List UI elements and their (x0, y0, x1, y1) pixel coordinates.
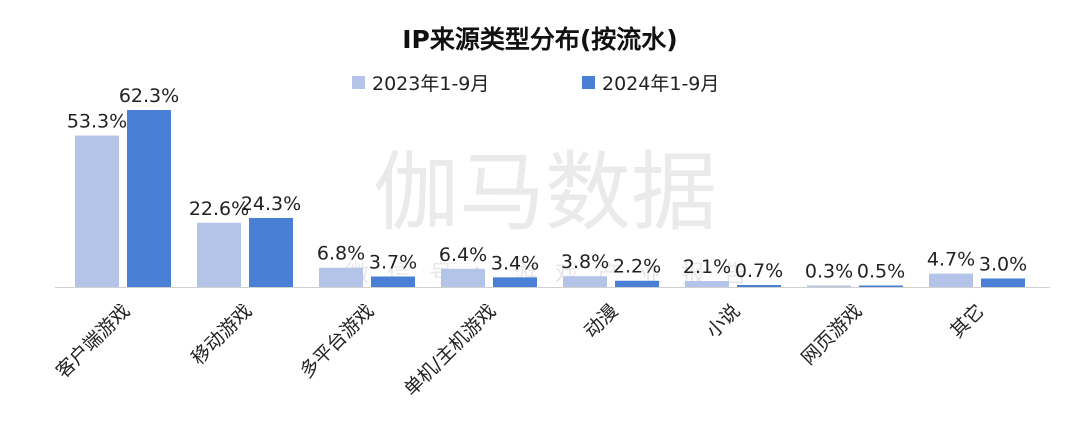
bar-2024-6 (859, 285, 903, 287)
category-label-0: 客户端游戏 (52, 300, 135, 383)
legend-label-2023: 2023年1-9月 (372, 73, 489, 95)
category-label-6: 网页游戏 (797, 300, 866, 369)
data-label-2023-7: 4.7% (927, 249, 975, 271)
bar-2024-3 (493, 277, 537, 287)
data-label-2023-3: 6.4% (439, 244, 487, 266)
legend-swatch-2023 (352, 76, 365, 89)
data-label-2024-5: 0.7% (735, 260, 783, 282)
legend-swatch-2024 (582, 76, 595, 89)
bar-2024-0 (127, 110, 171, 287)
bar-2023-0 (75, 135, 119, 287)
data-label-2023-2: 6.8% (317, 243, 365, 265)
watermark: 伽马数据 微信号：游戏产业报告 (345, 143, 747, 288)
legend: 2023年1-9月 2024年1-9月 (352, 73, 719, 95)
data-label-2024-6: 0.5% (857, 261, 905, 283)
data-label-2023-4: 3.8% (561, 251, 609, 273)
category-label-1: 移动游戏 (187, 300, 256, 369)
data-label-2024-4: 2.2% (613, 256, 661, 278)
bar-2023-3 (441, 268, 485, 287)
bar-2024-1 (249, 217, 293, 287)
watermark-main: 伽马数据 (373, 143, 717, 243)
legend-label-2024: 2024年1-9月 (602, 73, 719, 95)
data-label-2024-7: 3.0% (979, 253, 1027, 275)
category-label-5: 小说 (702, 300, 744, 342)
data-label-2024-0: 62.3% (119, 85, 179, 107)
bar-2024-5 (737, 285, 781, 287)
bar-2024-4 (615, 280, 659, 287)
data-label-2023-6: 0.3% (805, 261, 853, 283)
data-label-2023-1: 22.6% (189, 198, 249, 220)
bar-2024-7 (981, 278, 1025, 287)
category-label-2: 多平台游戏 (296, 300, 379, 383)
bar-2023-5 (685, 281, 729, 287)
bar-2023-6 (807, 285, 851, 287)
data-label-2024-1: 24.3% (241, 193, 301, 215)
bar-2023-7 (929, 273, 973, 287)
data-label-2023-0: 53.3% (67, 111, 127, 133)
bar-2024-2 (371, 276, 415, 287)
category-label-4: 动漫 (580, 300, 622, 342)
category-label-3: 单机/主机游戏 (400, 300, 501, 401)
bar-2023-1 (197, 222, 241, 287)
data-label-2023-5: 2.1% (683, 256, 731, 278)
bar-2023-2 (319, 267, 363, 287)
bar-2023-4 (563, 276, 607, 287)
data-label-2024-2: 3.7% (369, 251, 417, 273)
data-label-2024-3: 3.4% (491, 252, 539, 274)
chart-title: IP来源类型分布(按流水) (402, 25, 677, 54)
category-label-7: 其它 (946, 300, 988, 342)
